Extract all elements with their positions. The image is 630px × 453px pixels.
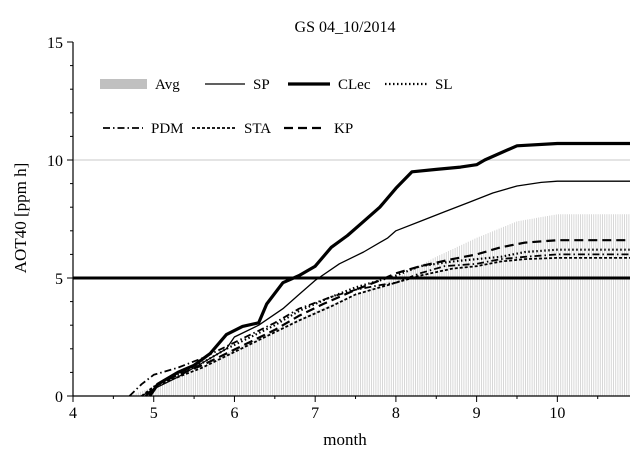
x-axis-label: month bbox=[323, 430, 367, 449]
legend-label: KP bbox=[334, 121, 353, 137]
y-axis-label: AOT40 [ppm h] bbox=[11, 163, 30, 273]
x-tick-label: 6 bbox=[230, 405, 238, 422]
legend-label: SL bbox=[435, 77, 453, 93]
x-tick-label: 7 bbox=[311, 405, 319, 422]
axes-layer: 0 5 10 15 4 5 6 7 8 9 10 bbox=[47, 35, 630, 422]
x-tick-label: 9 bbox=[473, 405, 481, 422]
y-tick-label: 5 bbox=[55, 271, 63, 288]
x-tick-label: 5 bbox=[150, 405, 158, 422]
y-tick-label: 15 bbox=[47, 35, 63, 52]
x-tick-label: 10 bbox=[549, 405, 565, 422]
y-tick-label: 10 bbox=[47, 153, 63, 170]
series-layer bbox=[73, 141, 630, 397]
legend-item-sp: SP bbox=[205, 77, 270, 93]
series-line-kp bbox=[144, 239, 630, 397]
legend-item-sl: SL bbox=[385, 77, 453, 93]
series-line-sta bbox=[141, 257, 630, 397]
legend: Avg SP CLec SL PDM STA KP bbox=[100, 77, 453, 137]
avg-fill-layer bbox=[131, 214, 630, 396]
legend-item-avg: Avg bbox=[100, 77, 180, 93]
legend-label: SP bbox=[253, 77, 270, 93]
series-line-pdm bbox=[128, 253, 630, 397]
series-line-sp bbox=[141, 180, 630, 397]
legend-label: PDM bbox=[151, 121, 184, 137]
legend-item-sta: STA bbox=[192, 121, 271, 137]
legend-label: Avg bbox=[155, 77, 180, 93]
series-line-clec bbox=[148, 141, 630, 397]
legend-label: STA bbox=[244, 121, 271, 137]
legend-item-clec: CLec bbox=[288, 77, 371, 93]
legend-item-pdm: PDM bbox=[103, 121, 184, 137]
y-tick-label: 0 bbox=[55, 389, 63, 406]
legend-item-kp: KP bbox=[284, 121, 353, 137]
grid-layer bbox=[73, 159, 630, 279]
series-line-sl bbox=[148, 248, 630, 397]
x-tick-label: 4 bbox=[69, 405, 77, 422]
legend-swatch bbox=[100, 79, 147, 89]
x-tick-label: 8 bbox=[392, 405, 400, 422]
legend-label: CLec bbox=[338, 77, 371, 93]
chart-title: GS 04_10/2014 bbox=[295, 19, 396, 36]
